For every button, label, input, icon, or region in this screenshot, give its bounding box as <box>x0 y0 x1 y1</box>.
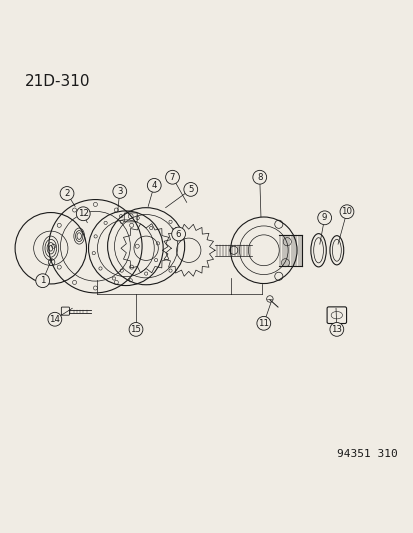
Circle shape <box>171 227 185 241</box>
Text: 11: 11 <box>258 319 268 328</box>
Text: 21D-310: 21D-310 <box>24 74 90 89</box>
Circle shape <box>48 312 62 326</box>
Text: 9: 9 <box>321 213 327 222</box>
Circle shape <box>60 187 74 200</box>
Text: 12: 12 <box>78 209 88 218</box>
Text: 3: 3 <box>117 187 122 196</box>
Text: 7: 7 <box>169 173 175 182</box>
Text: 4: 4 <box>151 181 157 190</box>
Text: 1: 1 <box>40 276 45 285</box>
Circle shape <box>317 211 331 225</box>
Circle shape <box>113 184 126 198</box>
Circle shape <box>252 171 266 184</box>
Circle shape <box>183 182 197 196</box>
Text: 8: 8 <box>256 173 262 182</box>
Text: 10: 10 <box>341 207 351 216</box>
Circle shape <box>76 207 90 221</box>
Circle shape <box>256 317 270 330</box>
Text: 6: 6 <box>176 230 181 239</box>
Text: 2: 2 <box>64 189 70 198</box>
Circle shape <box>329 322 343 336</box>
Circle shape <box>339 205 353 219</box>
Text: 94351 310: 94351 310 <box>336 449 397 459</box>
Text: 14: 14 <box>49 315 60 324</box>
Text: 13: 13 <box>330 325 342 334</box>
Text: 5: 5 <box>188 185 193 194</box>
Circle shape <box>36 274 50 288</box>
Text: 15: 15 <box>130 325 141 334</box>
Circle shape <box>165 171 179 184</box>
Circle shape <box>129 322 142 336</box>
Circle shape <box>147 179 161 192</box>
